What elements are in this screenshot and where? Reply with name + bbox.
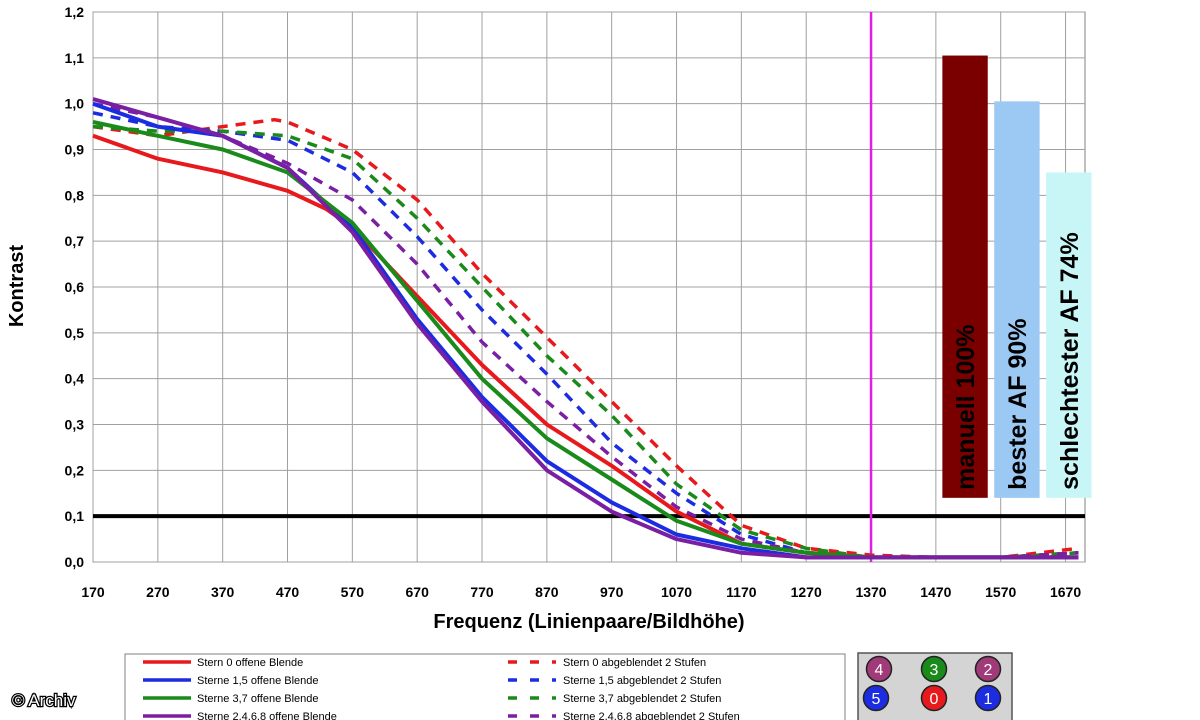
y-tick-label: 0,4 <box>65 371 85 387</box>
y-tick-label: 0,5 <box>65 325 85 341</box>
y-tick-label: 1,0 <box>65 96 85 112</box>
y-tick-label: 0,9 <box>65 142 85 158</box>
af-bar-label: bester AF 90% <box>1004 318 1032 489</box>
focus-point-number: 4 <box>875 662 884 679</box>
legend-entry: Sterne 3,7 abgeblendet 2 Stufen <box>563 693 721 705</box>
af-bar-label: manuell 100% <box>952 324 980 489</box>
series-line <box>92 124 1079 560</box>
y-tick-label: 1,2 <box>65 4 85 20</box>
x-tick-label: 1670 <box>1050 584 1081 600</box>
legend: Stern 0 offene Blende Sterne 1,5 offene B… <box>124 653 846 720</box>
y-tick-label: 0,7 <box>65 233 85 249</box>
focus-point-number: 1 <box>984 691 993 708</box>
focus-point-dot <box>920 684 948 712</box>
tick-labels: 170 270 370 470 570 670 770 870 970 1070 1170 1270 1… <box>65 4 1082 600</box>
x-tick-label: 970 <box>600 584 624 600</box>
x-tick-label: 1570 <box>985 584 1016 600</box>
legend-frame <box>124 653 846 720</box>
x-axis-title: Frequenz (Linienpaare/Bildhöhe) <box>433 611 744 633</box>
focus-point-dot <box>920 655 948 683</box>
legend-entry: Sterne 3,7 offene Blende <box>197 693 319 705</box>
y-tick-label: 0,2 <box>65 462 85 478</box>
y-tick-label: 1,1 <box>65 50 85 66</box>
focus-point-number: 3 <box>930 662 939 679</box>
focus-point-dot <box>862 684 890 712</box>
x-tick-label: 370 <box>211 584 235 600</box>
af-bar <box>1046 172 1092 498</box>
legend-entry: Sterne 2,4,6,8 abgeblendet 2 Stufen <box>563 711 740 720</box>
legend-entry: Stern 0 abgeblendet 2 Stufen <box>563 657 706 669</box>
focus-point-number: 5 <box>872 691 881 708</box>
x-tick-label: 570 <box>341 584 365 600</box>
legend-entry: Sterne 1,5 abgeblendet 2 Stufen <box>563 675 721 687</box>
x-tick-label: 170 <box>81 584 105 600</box>
af-bar-label: schlechtester AF 74% <box>1056 232 1084 490</box>
legend-entry: Sterne 2,4,6,8 offene Blende <box>197 711 337 720</box>
focus-point-dot <box>974 684 1002 712</box>
series-line <box>92 117 1079 560</box>
y-tick-label: 0,3 <box>65 417 85 433</box>
x-tick-label: 670 <box>406 584 430 600</box>
y-tick-label: 0,0 <box>65 554 85 570</box>
y-axis-title: Kontrast <box>6 245 28 328</box>
x-tick-label: 770 <box>470 584 494 600</box>
legend-entry: Sterne 1,5 offene Blende <box>197 675 319 687</box>
legend-entry: Stern 0 offene Blende <box>197 657 303 669</box>
focus-point-number: 0 <box>930 691 939 708</box>
x-tick-label: 1070 <box>661 584 692 600</box>
x-tick-label: 470 <box>276 584 300 600</box>
y-tick-label: 0,6 <box>65 279 85 295</box>
focus-point-dot <box>974 655 1002 683</box>
focus-point-diagram: 4 3 2 5 0 1 <box>857 652 1013 720</box>
focus-point-number: 2 <box>984 662 993 679</box>
y-tick-label: 0,1 <box>65 508 85 524</box>
x-tick-label: 270 <box>146 584 170 600</box>
x-tick-label: 1370 <box>855 584 886 600</box>
x-tick-label: 1270 <box>791 584 822 600</box>
focus-point-dot <box>865 655 893 683</box>
x-tick-label: 1170 <box>726 584 757 600</box>
af-bar <box>994 101 1040 498</box>
y-tick-label: 0,8 <box>65 187 85 203</box>
series-lines <box>92 12 1085 562</box>
series-line <box>92 97 1079 560</box>
credit-label: © Archiv <box>12 691 76 710</box>
x-tick-label: 1470 <box>920 584 951 600</box>
series-line <box>92 111 1079 560</box>
x-tick-label: 870 <box>535 584 559 600</box>
af-bar <box>942 55 988 498</box>
af-bars: manuell 100% bester AF 90% schlechtester A… <box>942 55 1092 498</box>
